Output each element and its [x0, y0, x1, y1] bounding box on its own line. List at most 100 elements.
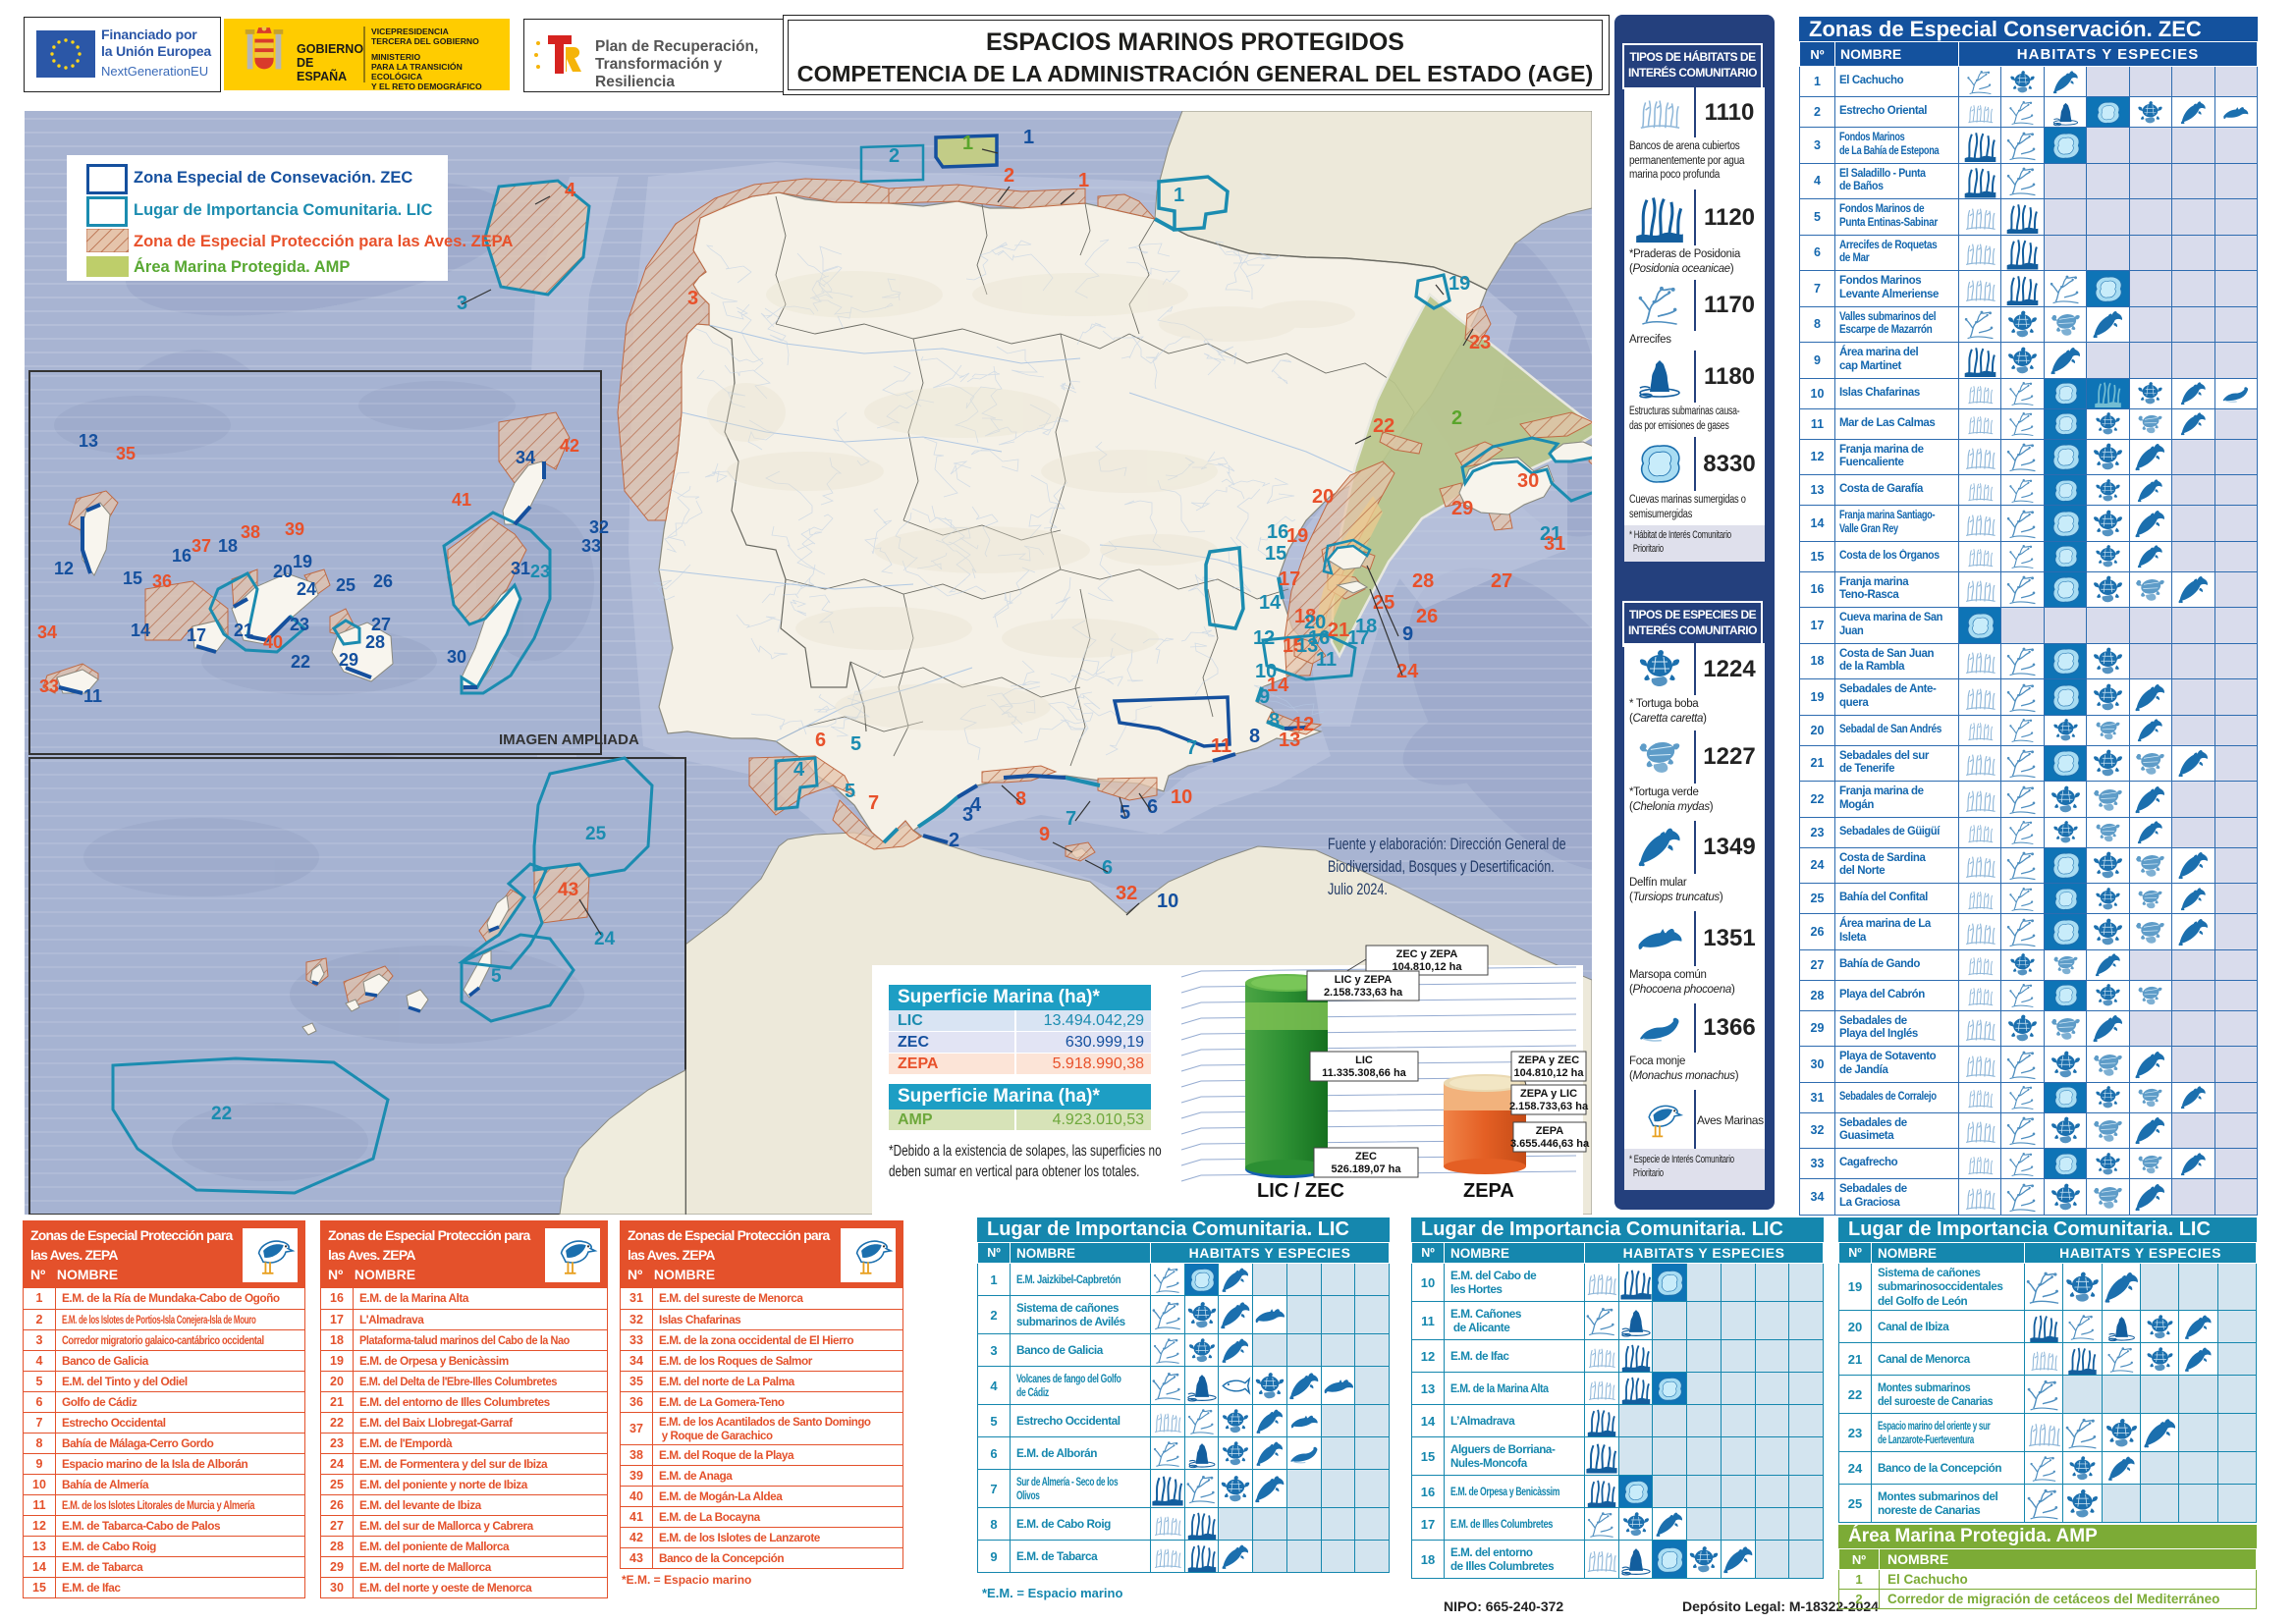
- svg-text:2.158.733,63 ha: 2.158.733,63 ha: [1509, 1101, 1589, 1112]
- svg-text:4: 4: [565, 180, 576, 201]
- svg-text:38: 38: [241, 522, 260, 542]
- svg-text:15: 15: [1283, 635, 1304, 657]
- svg-text:19: 19: [1286, 525, 1308, 547]
- svg-text:30: 30: [447, 647, 466, 667]
- svg-text:22: 22: [291, 652, 310, 672]
- svg-text:21: 21: [1540, 523, 1561, 545]
- svg-text:28: 28: [1412, 570, 1434, 592]
- svg-text:LIC: LIC: [1355, 1055, 1373, 1066]
- svg-text:ZEC: ZEC: [1355, 1151, 1377, 1163]
- svg-text:19: 19: [293, 552, 312, 571]
- svg-text:12: 12: [54, 559, 74, 578]
- svg-text:41: 41: [452, 490, 471, 510]
- svg-text:5: 5: [845, 781, 855, 802]
- svg-text:27: 27: [1491, 570, 1512, 592]
- svg-text:526.189,07 ha: 526.189,07 ha: [1332, 1163, 1402, 1175]
- svg-text:13: 13: [1279, 730, 1300, 751]
- svg-text:12: 12: [1292, 714, 1314, 735]
- svg-text:22: 22: [211, 1104, 232, 1124]
- svg-text:8: 8: [1249, 726, 1260, 747]
- svg-text:34: 34: [37, 622, 57, 642]
- svg-text:22: 22: [1373, 415, 1394, 437]
- svg-text:30: 30: [1517, 470, 1539, 492]
- svg-text:19: 19: [1449, 273, 1470, 295]
- svg-text:LIC y ZEPA: LIC y ZEPA: [1335, 974, 1393, 986]
- svg-text:14: 14: [1259, 592, 1282, 614]
- svg-text:3: 3: [962, 804, 973, 826]
- svg-text:10: 10: [1171, 786, 1192, 808]
- svg-text:31: 31: [1544, 533, 1565, 555]
- svg-text:2: 2: [889, 145, 900, 167]
- svg-text:6: 6: [1147, 796, 1158, 818]
- svg-text:ZEPA y LIC: ZEPA y LIC: [1520, 1088, 1577, 1100]
- svg-text:104.810,12 ha: 104.810,12 ha: [1393, 961, 1463, 973]
- svg-text:7: 7: [1066, 808, 1076, 830]
- svg-text:13: 13: [79, 431, 98, 451]
- svg-text:24: 24: [594, 929, 616, 949]
- svg-text:11: 11: [1316, 649, 1337, 671]
- svg-text:1: 1: [1174, 185, 1184, 206]
- svg-text:18: 18: [1355, 616, 1377, 637]
- svg-text:8: 8: [1269, 710, 1280, 731]
- svg-text:26: 26: [1416, 606, 1438, 627]
- svg-text:26: 26: [373, 571, 393, 591]
- svg-text:9: 9: [1259, 686, 1270, 708]
- svg-text:5: 5: [850, 733, 861, 755]
- svg-text:23: 23: [530, 562, 550, 581]
- svg-text:9: 9: [1039, 824, 1050, 845]
- svg-text:29: 29: [339, 650, 358, 670]
- svg-text:1: 1: [1078, 170, 1089, 191]
- svg-text:42: 42: [560, 436, 579, 456]
- svg-text:25: 25: [336, 575, 355, 595]
- svg-text:33: 33: [581, 536, 601, 556]
- svg-text:35: 35: [116, 444, 136, 463]
- svg-text:4: 4: [793, 759, 805, 781]
- svg-text:25: 25: [585, 824, 607, 844]
- svg-text:34: 34: [516, 448, 535, 467]
- svg-text:IMAGEN AMPLIADA: IMAGEN AMPLIADA: [499, 731, 639, 748]
- svg-text:11.335.308,66 ha: 11.335.308,66 ha: [1322, 1067, 1407, 1079]
- svg-text:2: 2: [1004, 165, 1014, 187]
- svg-text:11: 11: [1211, 735, 1231, 757]
- svg-text:6: 6: [815, 730, 826, 751]
- svg-text:16: 16: [1308, 627, 1330, 649]
- svg-text:21: 21: [234, 621, 253, 640]
- svg-text:5: 5: [491, 966, 502, 987]
- svg-text:4: 4: [970, 794, 982, 816]
- svg-text:18: 18: [218, 536, 238, 556]
- svg-text:43: 43: [558, 880, 578, 900]
- svg-text:14: 14: [131, 621, 150, 640]
- svg-text:20: 20: [1304, 612, 1326, 633]
- svg-text:15: 15: [1265, 543, 1286, 565]
- svg-text:29: 29: [1451, 498, 1473, 519]
- svg-text:39: 39: [285, 519, 304, 539]
- svg-text:11: 11: [83, 686, 102, 706]
- svg-text:5: 5: [1120, 802, 1130, 824]
- svg-text:ZEPA: ZEPA: [1463, 1180, 1514, 1202]
- svg-text:16: 16: [172, 546, 191, 566]
- svg-text:104.810,12 ha: 104.810,12 ha: [1514, 1067, 1585, 1079]
- svg-text:15: 15: [123, 568, 142, 588]
- svg-text:13: 13: [1296, 635, 1318, 657]
- svg-text:2.158.733,63 ha: 2.158.733,63 ha: [1324, 987, 1403, 999]
- svg-text:ZEC y ZEPA: ZEC y ZEPA: [1396, 948, 1458, 960]
- svg-text:7: 7: [868, 792, 879, 814]
- svg-text:8: 8: [1015, 788, 1026, 810]
- svg-text:9: 9: [1402, 623, 1413, 645]
- svg-text:32: 32: [1116, 883, 1137, 904]
- svg-text:28: 28: [365, 632, 385, 652]
- svg-text:1: 1: [1023, 127, 1034, 148]
- svg-text:ZEPA y ZEC: ZEPA y ZEC: [1518, 1055, 1579, 1066]
- svg-text:23: 23: [290, 615, 309, 634]
- svg-text:14: 14: [1267, 675, 1289, 696]
- svg-text:17: 17: [1279, 568, 1300, 590]
- svg-text:31: 31: [511, 559, 530, 578]
- svg-text:3.655.446,63 ha: 3.655.446,63 ha: [1510, 1138, 1590, 1150]
- svg-text:24: 24: [1396, 661, 1419, 682]
- svg-text:2: 2: [1451, 407, 1462, 429]
- svg-text:LIC / ZEC: LIC / ZEC: [1257, 1180, 1344, 1202]
- svg-text:20: 20: [273, 562, 293, 581]
- svg-text:10: 10: [1255, 661, 1277, 682]
- svg-text:2: 2: [949, 830, 959, 851]
- svg-text:17: 17: [1347, 627, 1369, 649]
